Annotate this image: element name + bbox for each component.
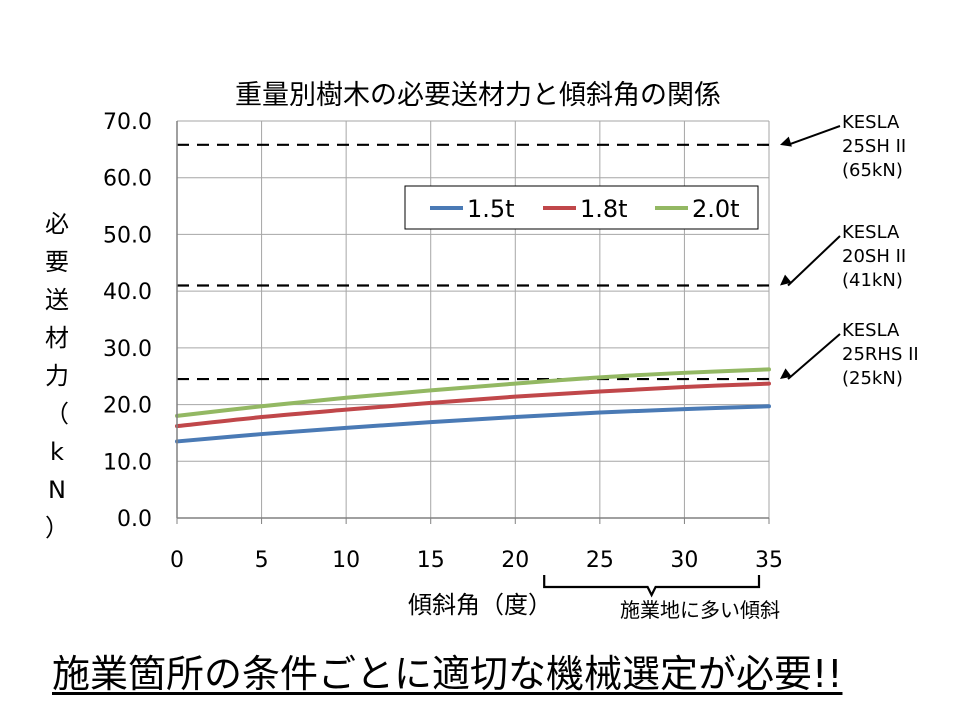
- reference-arrowhead: [780, 136, 792, 147]
- legend-label: 1.5t: [467, 195, 515, 223]
- series-line-2.0t: [175, 367, 771, 418]
- reference-arrow: [787, 235, 841, 287]
- legend-label: 1.8t: [580, 195, 628, 223]
- reference-label: (25kN): [842, 368, 903, 389]
- y-tick-label: 70.0: [103, 110, 152, 135]
- reference-annotations: KESLA 25SH II (65kN) KESLA 20SH II (41kN) KESL…: [780, 112, 919, 389]
- reference-arrowhead: [780, 274, 792, 286]
- x-tick-label: 5: [255, 548, 269, 573]
- x-tick-label: 30: [670, 548, 698, 573]
- reference-label: 25SH II: [842, 136, 906, 157]
- y-tick-label: 40.0: [103, 280, 152, 305]
- x-tick-label: 10: [332, 548, 360, 573]
- y-axis-label-char: （: [45, 400, 69, 428]
- legend-box: [404, 185, 759, 230]
- reference-label: KESLA: [842, 320, 900, 341]
- reference-lines: [177, 143, 769, 381]
- reference-arrow: [787, 125, 841, 146]
- reference-label: 25RHS II: [842, 344, 919, 365]
- reference-label: (65kN): [842, 160, 903, 181]
- y-axis-label: 必要送材力 （ kN ）: [45, 210, 69, 542]
- legend-label: 2.0t: [692, 195, 740, 223]
- y-axis-label-char: 必: [45, 210, 69, 238]
- x-tick-label: 25: [586, 548, 614, 573]
- reference-label: KESLA: [842, 222, 900, 243]
- series-line-1.8t: [175, 381, 771, 429]
- y-axis-label-char: 送: [45, 286, 69, 314]
- reference-arrowhead: [780, 368, 792, 380]
- x-tick-label: 35: [755, 548, 783, 573]
- y-axis-label-char: 要: [45, 248, 69, 276]
- range-annotation: 施業地に多い傾斜: [543, 575, 780, 622]
- chart-axes: 0.0 10.0 20.0 30.0 40.0 50.0 60.0 70.0 0 5 10 15 20 2…: [103, 110, 783, 573]
- x-tick-label: 20: [501, 548, 529, 573]
- y-tick-label: 20.0: [103, 394, 152, 419]
- y-tick-label: 0.0: [117, 507, 152, 532]
- y-tick-label: 50.0: [103, 223, 152, 248]
- series-lines: [175, 367, 771, 444]
- y-tick-label: 60.0: [103, 167, 152, 192]
- range-bracket: [543, 575, 761, 598]
- reference-label: (41kN): [842, 270, 903, 291]
- chart-grid: [176, 120, 770, 519]
- range-label: 施業地に多い傾斜: [620, 598, 780, 622]
- conclusion-banner: 施業箇所の条件ごとに適切な機械選定が必要!!: [52, 652, 843, 696]
- y-tick-label: 10.0: [103, 450, 152, 475]
- y-axis-label-char: k: [50, 438, 64, 466]
- reference-label: KESLA: [842, 112, 900, 133]
- y-axis-label-char: ）: [45, 514, 69, 542]
- reference-arrow: [787, 333, 841, 380]
- y-tick-label: 30.0: [103, 337, 152, 362]
- chart-title: 重量別樹木の必要送材力と傾斜角の関係: [235, 80, 721, 111]
- y-axis-label-char: 力: [45, 362, 69, 390]
- series-line-1.5t: [175, 404, 771, 444]
- x-tick-label: 0: [170, 548, 184, 573]
- y-axis-label-char: N: [48, 476, 66, 504]
- legend: 1.5t 1.8t 2.0t: [404, 185, 759, 230]
- x-tick-label: 15: [417, 548, 445, 573]
- x-axis-label: 傾斜角（度）: [408, 591, 552, 619]
- y-axis-label-char: 材: [45, 324, 69, 352]
- reference-label: 20SH II: [842, 246, 906, 267]
